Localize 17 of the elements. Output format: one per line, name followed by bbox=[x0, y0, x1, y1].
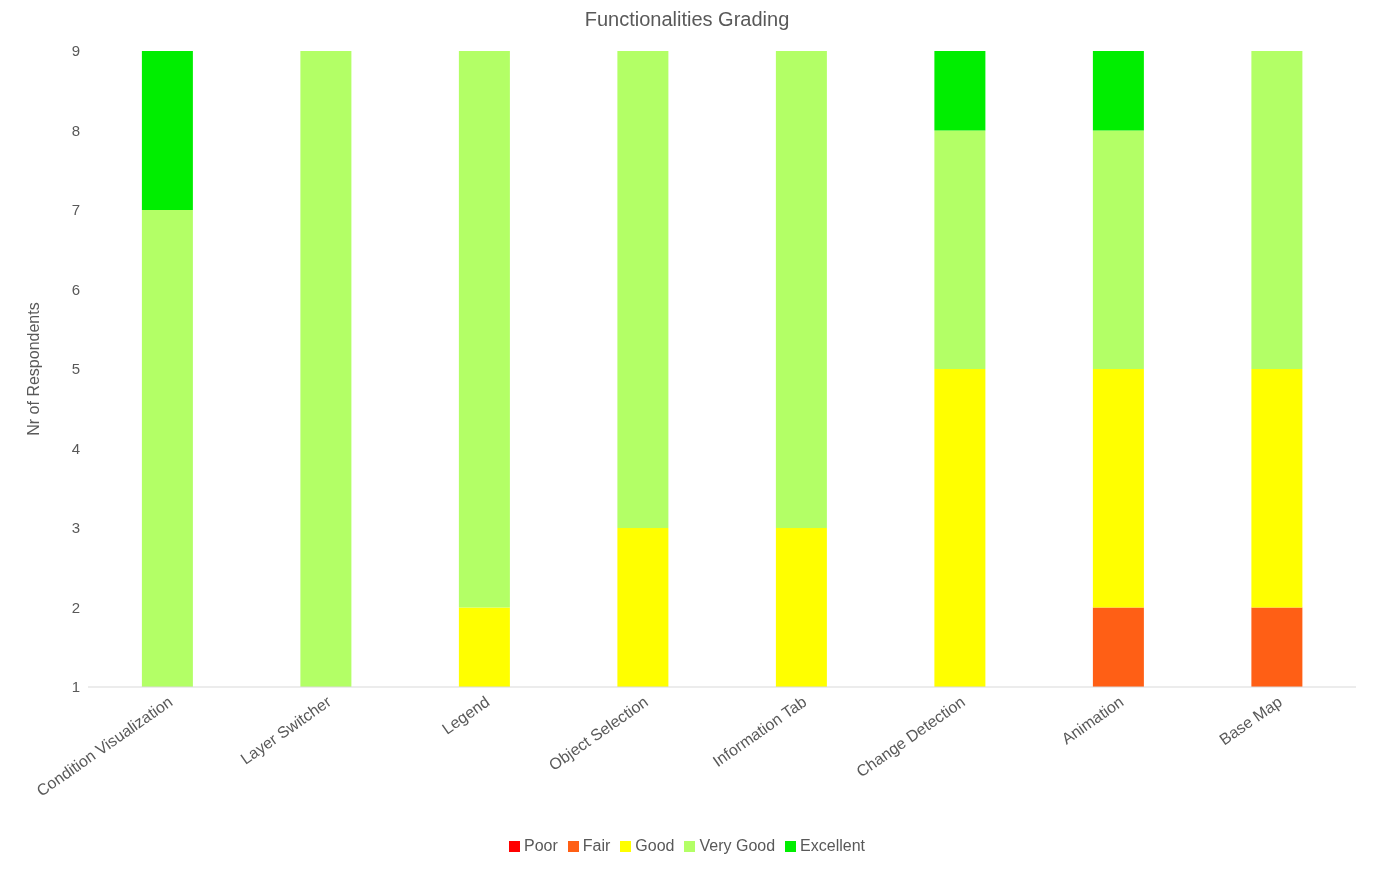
legend-label: Very Good bbox=[699, 837, 776, 854]
legend-label: Excellent bbox=[800, 837, 866, 854]
y-tick-label: 2 bbox=[71, 598, 80, 616]
y-tick-label: 8 bbox=[71, 121, 80, 139]
y-tick-label: 1 bbox=[71, 678, 80, 696]
y-axis-title: Nr of Respondents bbox=[24, 302, 42, 436]
y-tick-label: 6 bbox=[71, 280, 80, 298]
legend-label: Poor bbox=[523, 837, 558, 854]
y-tick-label: 7 bbox=[71, 201, 80, 219]
y-tick-label: 3 bbox=[71, 519, 80, 537]
y-tick-label: 4 bbox=[71, 439, 80, 457]
y-tick-label: 5 bbox=[71, 360, 80, 378]
x-tick-label: Base Map bbox=[1216, 692, 1286, 749]
legend-label: Good bbox=[635, 837, 675, 854]
legend-label: Fair bbox=[582, 837, 611, 854]
y-tick-label: 9 bbox=[71, 42, 80, 60]
chart-title: Functionalities Grading bbox=[583, 8, 791, 31]
